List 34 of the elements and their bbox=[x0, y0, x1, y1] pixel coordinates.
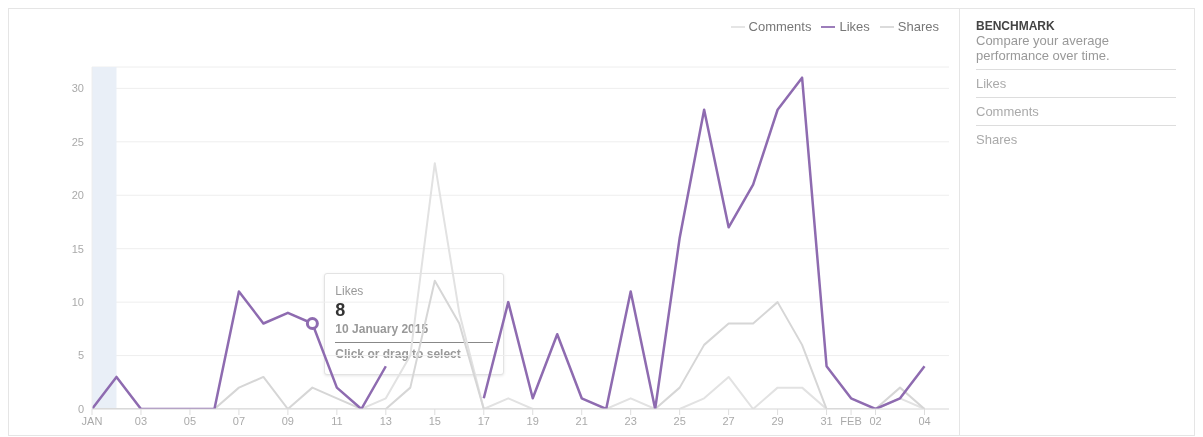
x-tick-label: 23 bbox=[624, 414, 637, 427]
x-tick-label: JAN bbox=[81, 414, 103, 427]
y-tick-label: 15 bbox=[71, 242, 84, 255]
x-tick-label: 11 bbox=[331, 414, 343, 427]
x-tick-label: 17 bbox=[477, 414, 490, 427]
text: BENCHMARK bbox=[976, 19, 1056, 33]
x-tick-label: 21 bbox=[575, 414, 588, 427]
y-tick-label: 20 bbox=[71, 189, 84, 202]
x-tick-label: 04 bbox=[918, 414, 931, 427]
text: Likes bbox=[976, 70, 1176, 98]
text: Comments bbox=[976, 98, 1176, 126]
x-tick-label: 13 bbox=[379, 414, 392, 427]
x-tick-label: 19 bbox=[526, 414, 539, 427]
x-tick-label: 03 bbox=[134, 414, 148, 427]
x-tick-label: 07 bbox=[232, 414, 246, 427]
x-tick-label: 25 bbox=[673, 414, 686, 427]
legend-label: Likes bbox=[839, 19, 870, 34]
text: Shares bbox=[976, 131, 1019, 149]
x-tick-label: 02 bbox=[869, 414, 882, 427]
y-tick-label: 25 bbox=[71, 135, 84, 148]
y-tick-label: 0 bbox=[77, 402, 84, 415]
x-tick-label: 31 bbox=[820, 414, 833, 427]
text: Compare your average performance over time. bbox=[976, 33, 1176, 70]
y-tick-label: 10 bbox=[71, 296, 84, 309]
legend-label: Shares bbox=[897, 19, 939, 34]
legend-label: Comments bbox=[748, 19, 812, 34]
y-tick-label: 30 bbox=[71, 82, 84, 95]
x-tick-label: 29 bbox=[771, 414, 784, 427]
x-tick-label: 09 bbox=[281, 414, 295, 427]
x-tick-label: 27 bbox=[722, 414, 735, 427]
x-tick-label: 15 bbox=[428, 414, 441, 427]
x-tick-label: FEB bbox=[840, 414, 862, 427]
x-tick-label: 05 bbox=[183, 414, 197, 427]
y-tick-label: 5 bbox=[77, 349, 84, 362]
